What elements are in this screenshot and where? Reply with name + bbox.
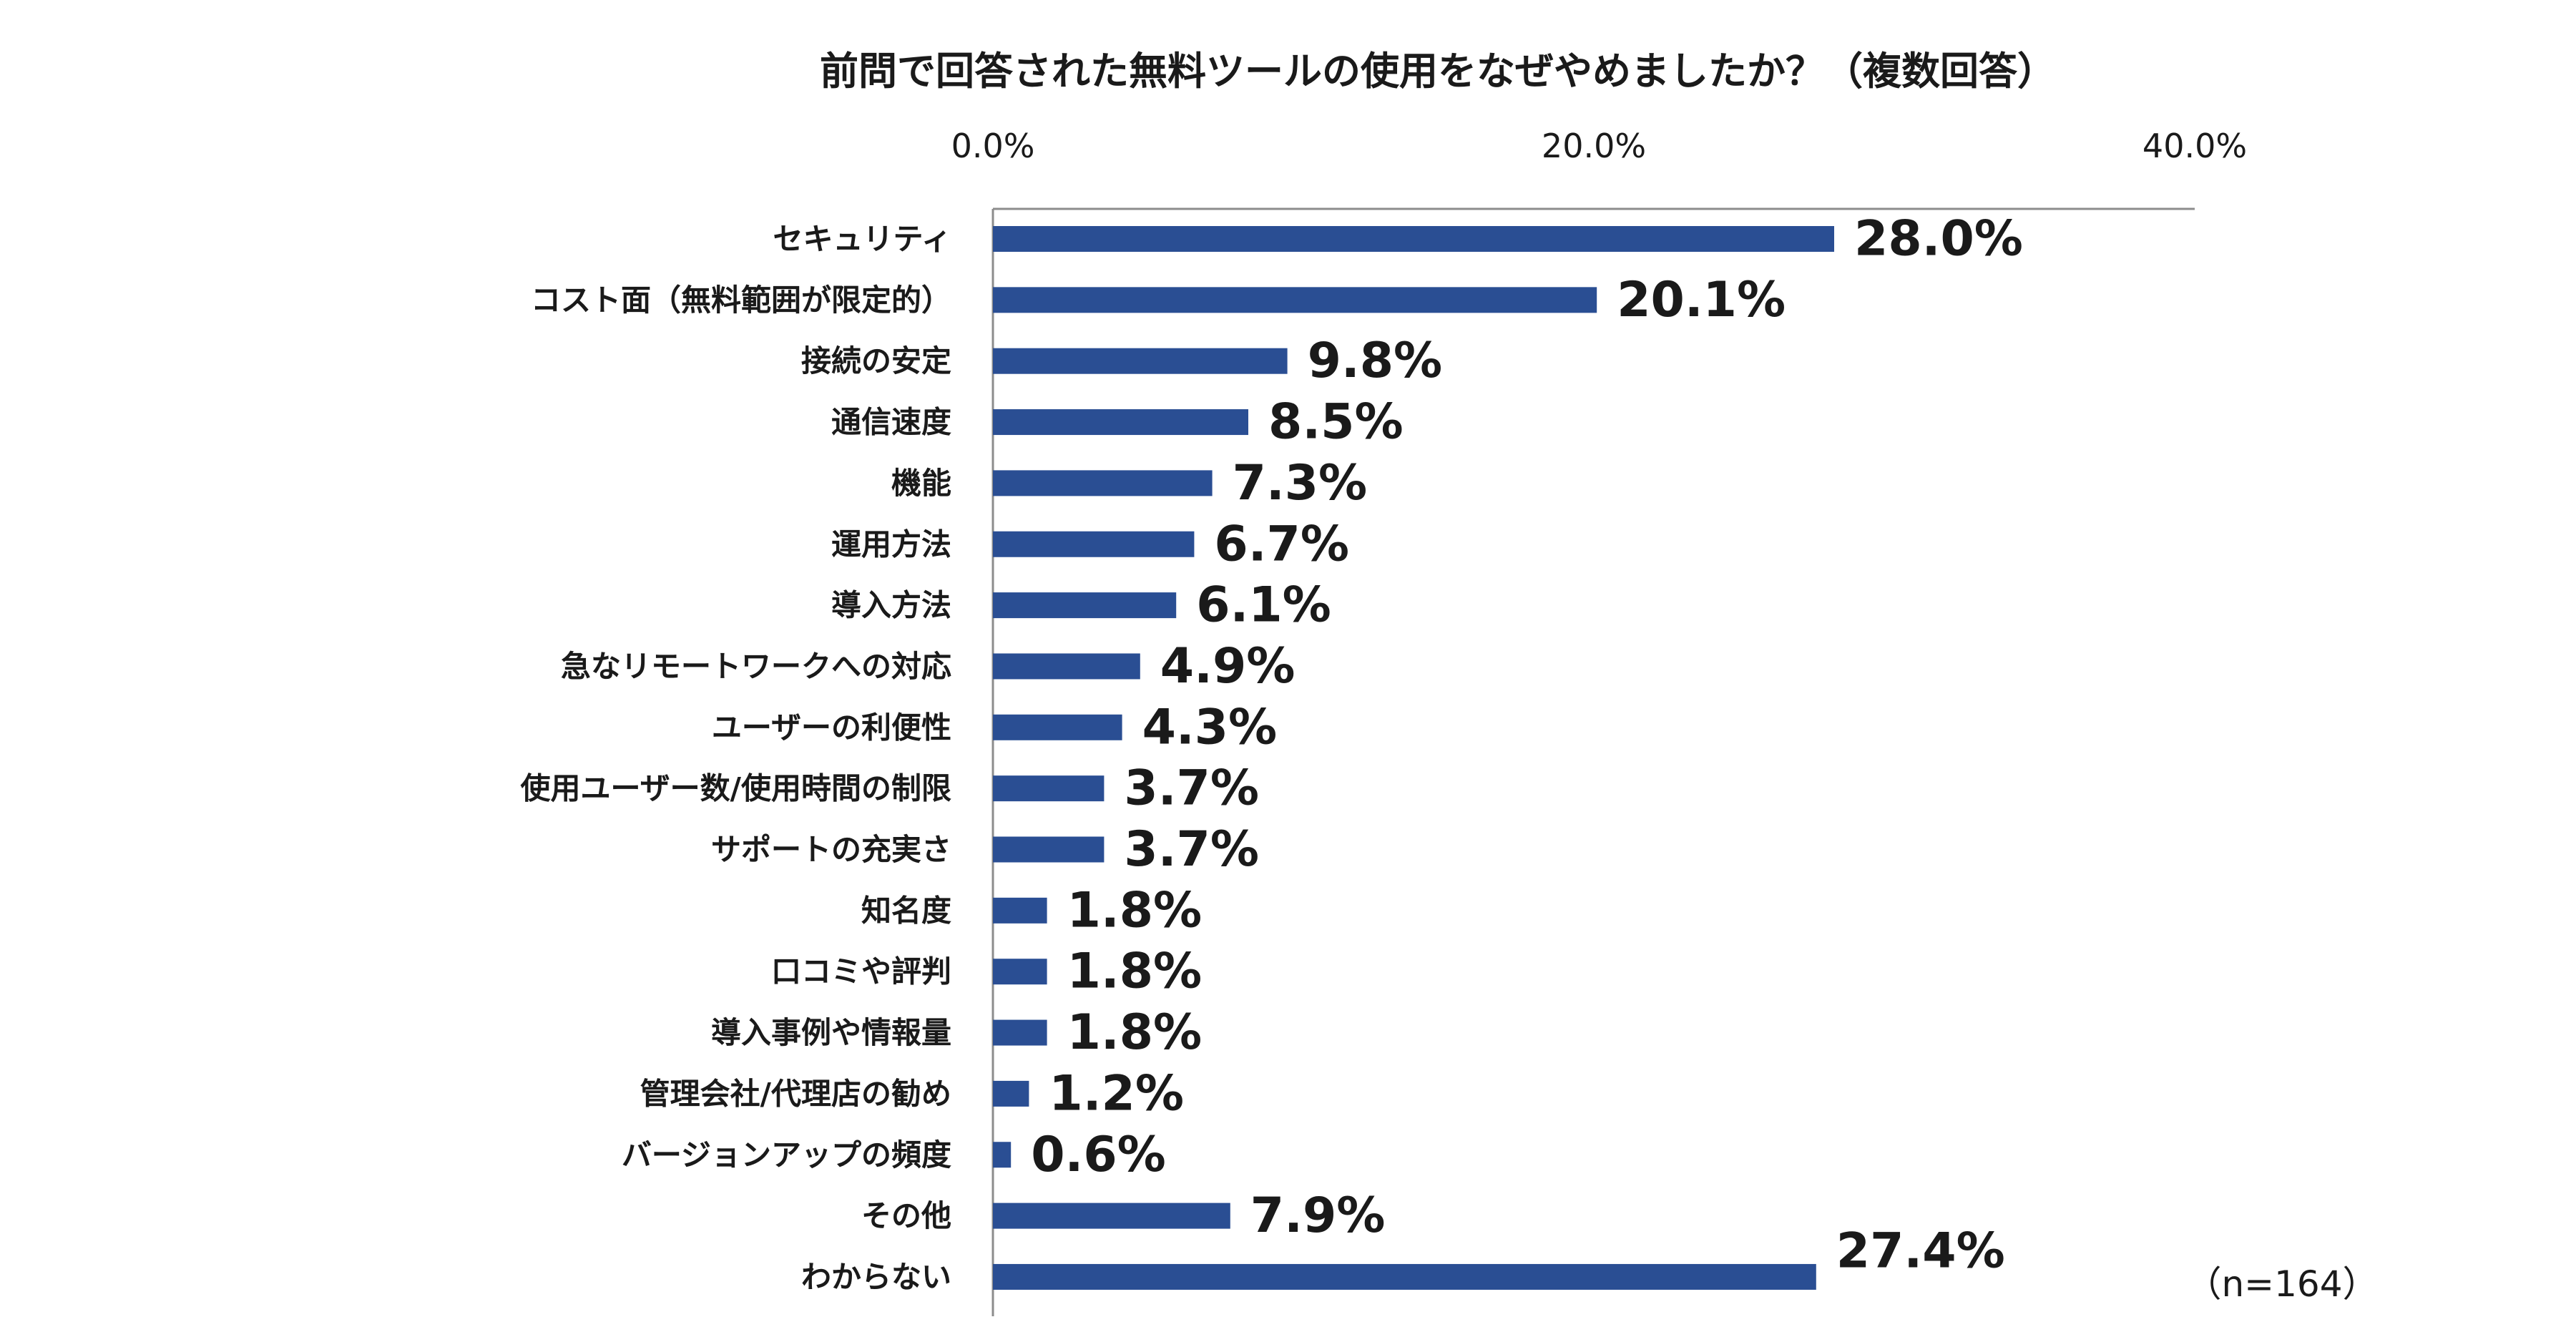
x-axis-ticks: 0.0% 20.0% 40.0% — [951, 127, 2248, 165]
x-tick-label: 0.0% — [951, 127, 1035, 165]
category-label: バージョンアップの頻度 — [622, 1137, 951, 1172]
category-label: サポートの充実さ — [711, 832, 951, 867]
data-label: 6.7% — [1214, 516, 1349, 572]
data-label: 8.5% — [1268, 394, 1404, 451]
bar — [993, 1203, 1230, 1229]
category-label: コスト面（無料範囲が限定的） — [531, 283, 951, 318]
category-label: 口コミや評判 — [771, 954, 951, 989]
bar — [993, 714, 1122, 740]
category-label: わからない — [801, 1259, 951, 1294]
data-label: 28.0% — [1854, 211, 2023, 268]
data-label: 4.3% — [1142, 699, 1278, 755]
category-label: セキュリティ — [773, 222, 951, 257]
category-label: 急なリモートワークへの対応 — [561, 649, 951, 684]
data-label: 9.8% — [1308, 333, 1443, 389]
category-label: 知名度 — [861, 893, 951, 928]
bar — [993, 775, 1105, 802]
bar — [993, 959, 1047, 985]
category-label: 通信速度 — [831, 405, 951, 440]
bar — [993, 653, 1140, 680]
data-label: 1.8% — [1067, 882, 1203, 939]
bar — [993, 226, 1834, 252]
category-label: 導入事例や情報量 — [711, 1015, 951, 1050]
bar — [993, 1142, 1012, 1168]
bar — [993, 1019, 1047, 1046]
category-label: 運用方法 — [831, 527, 951, 562]
category-label: その他 — [861, 1198, 951, 1233]
chart-title: 前問で回答された無料ツールの使用をなぜやめましたか？（複数回答） — [820, 49, 2056, 94]
bar — [993, 531, 1195, 557]
data-label: 7.9% — [1250, 1187, 1386, 1244]
x-tick-label: 20.0% — [1542, 127, 1646, 165]
data-label: 0.6% — [1031, 1127, 1166, 1183]
bar — [993, 1080, 1029, 1107]
category-label: 機能 — [891, 466, 951, 501]
data-label: 6.1% — [1196, 577, 1331, 634]
bar — [993, 287, 1597, 313]
category-label: 導入方法 — [831, 588, 951, 623]
bar — [993, 409, 1248, 436]
data-label: 20.1% — [1617, 272, 1786, 328]
data-label: 7.3% — [1233, 455, 1368, 511]
data-label: 4.9% — [1160, 638, 1296, 695]
data-label: 1.8% — [1067, 1004, 1203, 1061]
bar — [993, 1263, 1816, 1290]
sample-size-note: （n=164） — [2185, 1263, 2378, 1305]
data-label: 3.7% — [1124, 760, 1259, 817]
data-label: 1.2% — [1049, 1065, 1184, 1122]
data-label: 27.4% — [1836, 1223, 2005, 1279]
category-label: ユーザーの利便性 — [712, 710, 951, 745]
category-label: 管理会社/代理店の勧め — [640, 1076, 951, 1111]
value-labels: 28.0%20.1%9.8%8.5%7.3%6.7%6.1%4.9%4.3%3.… — [1031, 211, 2023, 1280]
bar — [993, 348, 1288, 374]
data-label: 1.8% — [1067, 944, 1203, 1000]
category-label: 接続の安定 — [801, 343, 951, 378]
bar — [993, 897, 1047, 924]
bar — [993, 836, 1105, 863]
bar — [993, 470, 1213, 496]
bar — [993, 592, 1177, 619]
bars — [993, 226, 1834, 1290]
x-tick-label: 40.0% — [2142, 127, 2247, 165]
category-label: 使用ユーザー数/使用時間の制限 — [520, 771, 951, 806]
data-label: 3.7% — [1124, 821, 1259, 878]
